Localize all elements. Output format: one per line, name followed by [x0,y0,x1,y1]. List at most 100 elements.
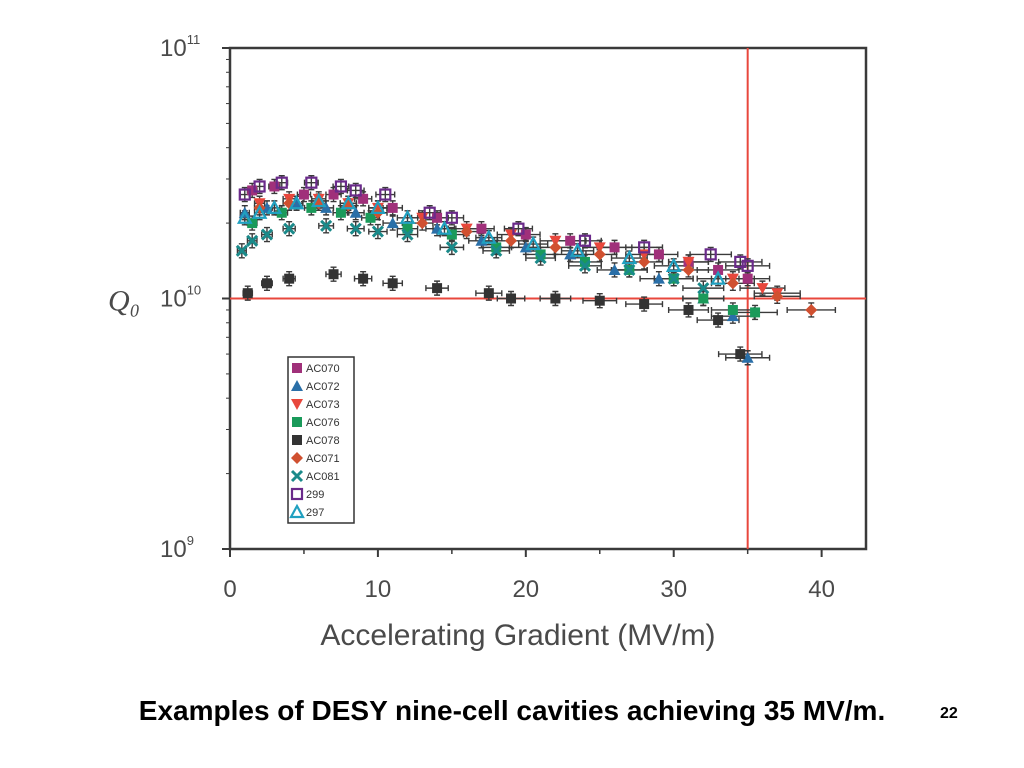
point-ac070 [713,264,724,275]
error-bar [332,178,350,195]
point-297 [236,209,253,224]
point-297 [288,194,305,210]
point-ac081 [235,244,248,257]
point-ac070 [358,193,369,204]
y-tick-label: 109 [160,533,194,563]
point-ac072 [608,263,621,275]
error-bar [560,243,595,259]
x-tick-label: 40 [808,576,835,603]
point-299 [423,206,436,219]
point-ac078 [328,269,339,280]
legend-marker-ac072 [291,380,303,391]
point-ac071 [805,303,818,316]
point-ac076 [335,207,346,218]
point-ac070 [609,242,620,253]
point-297 [251,204,268,219]
error-bar [717,254,763,270]
point-ac072 [349,206,362,218]
error-bar [610,250,648,266]
point-ac078 [550,293,561,304]
point-297 [710,270,726,285]
x-tick-label: 30 [660,576,687,603]
legend-marker-297 [289,503,305,519]
point-299 [334,180,348,193]
legend-label-ac071: AC071 [306,453,340,465]
point-ac076 [698,293,709,304]
point-ac081 [667,272,680,285]
point-ac073 [682,256,695,268]
point-ac073 [593,242,606,254]
legend-marker-ac073 [291,399,303,410]
error-bar [696,270,740,287]
point-297 [310,192,327,208]
legend-label-ac076: AC076 [306,417,340,429]
point-ac076 [276,207,287,218]
point-ac070 [653,249,664,260]
point-ac071 [682,263,695,276]
legend-label-299: 299 [306,489,324,501]
point-ac070 [476,223,487,234]
point-ac078 [483,288,494,299]
point-299 [445,211,458,224]
point-ac081 [490,244,503,257]
point-ac072 [741,351,754,363]
legend-label-ac081: AC081 [306,471,340,483]
point-299 [512,222,525,235]
point-ac071 [638,255,651,268]
point-ac078 [432,283,443,294]
point-297 [266,199,283,214]
chart: 0 10 20 30 40 109 1010 1011 Accelerating Gradien… [108,32,868,652]
error-bar [518,236,549,252]
point-ac071 [549,241,562,254]
point-ac072 [386,217,399,229]
point-297 [569,242,586,257]
point-ac081 [320,219,333,232]
point-ac072 [320,201,333,213]
point-ac081 [623,263,636,277]
legend-label-ac078: AC078 [306,435,340,447]
point-299 [741,259,754,272]
point-297 [340,194,357,210]
legend-label-ac073: AC073 [306,399,340,411]
error-bar [418,205,442,221]
x-axis-label: Accelerating Gradient (MV/m) [320,619,715,652]
point-ac078 [594,295,605,306]
point-299 [305,176,318,189]
point-ac073 [756,283,769,295]
page-number: 22 [940,705,958,722]
point-ac078 [387,278,398,289]
error-bar [689,246,733,263]
point-ac070 [247,185,258,196]
legend-marker-ac081 [290,469,304,483]
point-ac081 [401,228,414,241]
point-ac070 [565,235,576,246]
point-ac081 [697,282,710,295]
point-ac071 [505,234,518,247]
point-ac070 [328,189,339,200]
point-ac078 [713,315,724,326]
point-ac070 [269,181,280,192]
point-299 [578,234,592,247]
y-tick-label: 1011 [160,32,200,62]
point-297 [480,229,497,244]
point-ac081 [371,225,384,238]
error-bar [625,239,664,256]
x-tick-label: 0 [223,576,236,603]
point-299 [238,188,251,201]
point-297 [621,249,638,265]
point-ac081 [349,222,362,235]
point-299 [275,176,288,189]
error-bar [346,182,365,199]
point-ac070 [742,273,753,284]
point-ac078 [683,304,694,315]
point-ac078 [639,299,650,310]
plot-area: 0 10 20 30 40 109 1010 1011 Accelerating Gradien… [108,32,868,652]
error-bar [475,229,503,246]
point-ac070 [387,202,398,213]
point-ac081 [246,234,259,247]
point-ac078 [735,349,746,360]
error-bar [503,220,534,237]
point-299 [349,184,362,197]
point-ac070 [298,189,309,200]
y-axis-label: Q₀ [108,285,140,318]
